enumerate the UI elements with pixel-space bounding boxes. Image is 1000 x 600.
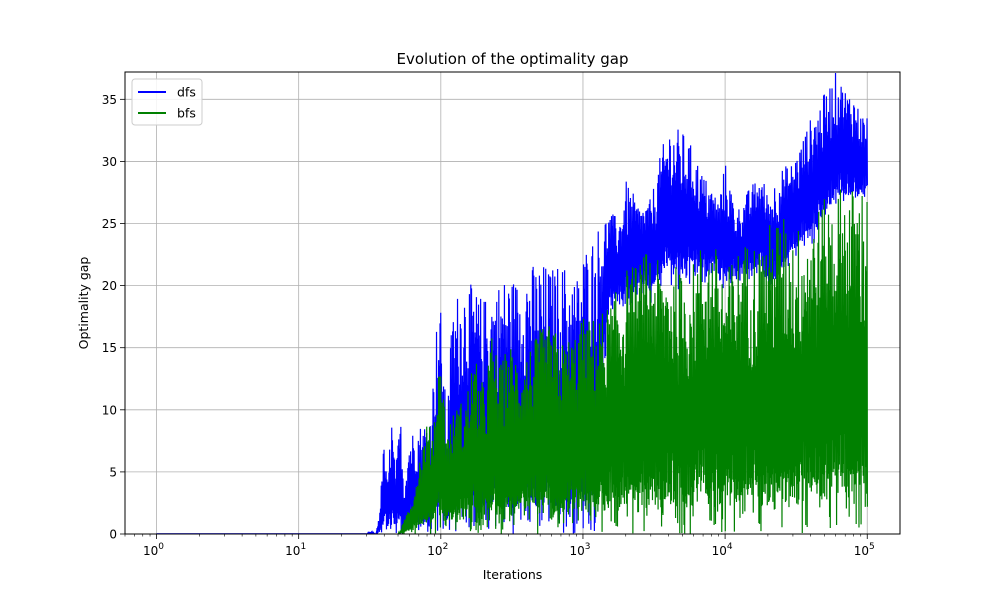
legend: dfs bfs [131,78,203,126]
y-tick-label: 15 [102,341,117,355]
chart-title: Evolution of the optimality gap [397,50,629,68]
x-tick-label-base: 10 [569,544,584,558]
y-tick-label: 35 [102,93,117,107]
x-tick-label-exponent: 4 [727,542,733,552]
x-tick-label: 102 [427,542,448,558]
x-tick-label-exponent: 1 [300,542,306,552]
x-axis-label: Iterations [483,567,543,582]
y-tick-label: 20 [102,279,117,293]
series-layer [156,72,868,534]
x-tick-label-exponent: 5 [869,542,875,552]
x-tick-label-base: 10 [854,544,869,558]
x-tick-label-exponent: 2 [443,542,449,552]
x-tick-label: 105 [854,542,875,558]
x-tick-label-base: 10 [712,544,727,558]
series-line-bfs [397,189,868,534]
x-tick-label-base: 10 [143,544,158,558]
y-tick-label: 10 [102,403,117,417]
x-tick-label: 104 [712,542,733,558]
legend-label-bfs: bfs [177,106,196,121]
x-tick-label-base: 10 [285,544,300,558]
x-tick-label-base: 10 [427,544,442,558]
x-tick-label: 103 [569,542,590,558]
y-axis-label: Optimality gap [76,257,91,350]
x-tick-label: 100 [143,542,164,558]
y-tick-label: 25 [102,217,117,231]
legend-label-dfs: dfs [177,85,196,100]
y-tick-label: 0 [109,528,117,542]
y-tick-label: 30 [102,155,117,169]
plot-frame [124,71,901,535]
y-tick-label: 5 [109,465,117,479]
x-tick-label-exponent: 0 [158,542,164,552]
x-tick-label: 101 [285,542,306,558]
x-tick-label-exponent: 3 [585,542,591,552]
